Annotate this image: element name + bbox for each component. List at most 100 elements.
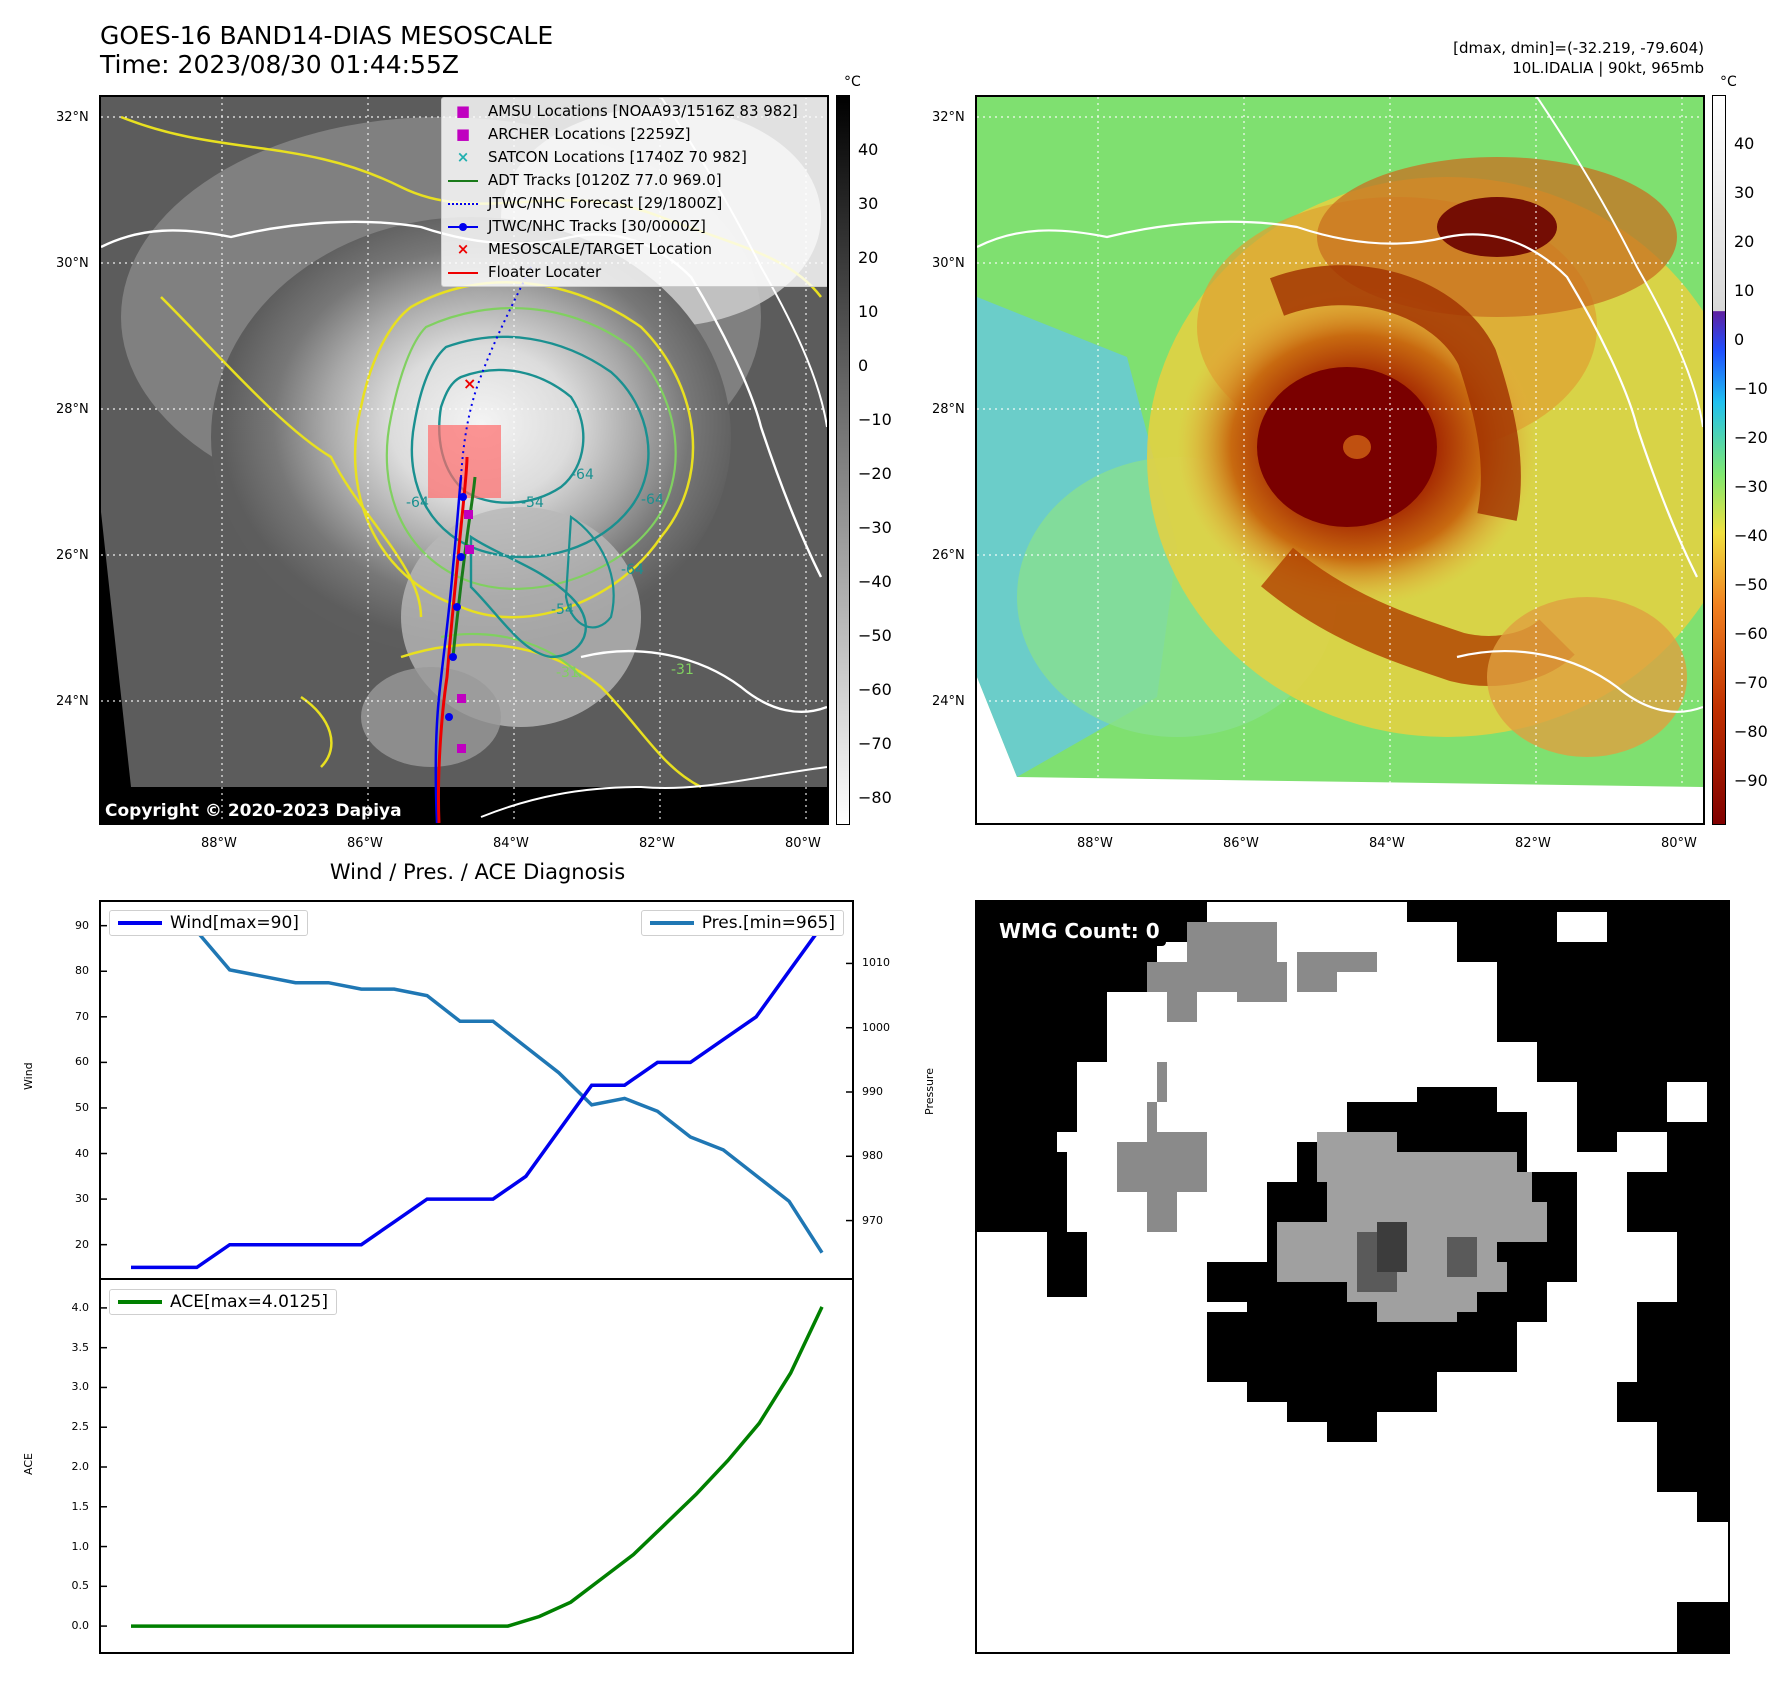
lat-tick-label: 28°N bbox=[932, 402, 965, 417]
line-icon bbox=[446, 169, 480, 192]
wind-tick-label: 90 bbox=[75, 918, 89, 932]
pressure-axis-label: Pressure bbox=[923, 1068, 936, 1115]
lat-tick-label: 26°N bbox=[56, 548, 89, 563]
wind-legend-line-icon bbox=[118, 921, 162, 925]
color-map-image bbox=[977, 97, 1703, 823]
legend-item: × SATCON Locations [1740Z 70 982] bbox=[446, 146, 826, 169]
pressure-legend: Pres.[min=965] bbox=[640, 910, 844, 936]
legend-item: ■ AMSU Locations [NOAA93/1516Z 83 982] bbox=[446, 100, 826, 123]
ace-tick-label: 1.5 bbox=[71, 1499, 90, 1513]
lon-tick-label: 88°W bbox=[1077, 836, 1113, 851]
lat-tick-label: 32°N bbox=[56, 110, 89, 125]
square-marker-icon: ■ bbox=[455, 125, 471, 143]
diagnosis-chart bbox=[101, 924, 852, 1628]
colorbar-tick: −50 bbox=[1734, 575, 1768, 594]
colorbar-tick: −60 bbox=[1734, 624, 1768, 643]
wmg-image bbox=[977, 902, 1728, 1652]
colorbar-tick: 40 bbox=[858, 140, 879, 159]
lat-tick-label: 30°N bbox=[56, 256, 89, 271]
lat-tick-label: 26°N bbox=[932, 548, 965, 563]
colorbar-tick: 30 bbox=[858, 194, 879, 213]
contour-label: -64 bbox=[571, 467, 594, 483]
ace-series-line bbox=[131, 1306, 824, 1628]
ace-tick-label: 2.0 bbox=[71, 1460, 90, 1473]
colorbar-tick: 20 bbox=[858, 248, 879, 267]
lon-tick-label: 82°W bbox=[639, 836, 675, 851]
storm-info-label: 10L.IDALIA | 90kt, 965mb bbox=[1512, 59, 1704, 77]
pressure-tick-label: 1000 bbox=[862, 1020, 890, 1034]
contour-label: -54 bbox=[551, 602, 574, 618]
legend-item: JTWC/NHC Forecast [29/1800Z] bbox=[446, 192, 826, 215]
contour-label: -31 bbox=[556, 665, 579, 681]
square-marker-icon: ■ bbox=[455, 102, 471, 120]
pressure-legend-line-icon bbox=[649, 921, 694, 925]
legend-item: × MESOSCALE/TARGET Location bbox=[446, 238, 826, 261]
pressure-series-line bbox=[131, 929, 824, 1254]
wind-tick-label: 50 bbox=[75, 1100, 89, 1114]
colorbar-tick: −90 bbox=[1734, 771, 1768, 790]
ir-map-panel: × -64 -64 -64 -54 -64 -54 -31 -31 ■ AMSU … bbox=[99, 95, 829, 825]
wind-legend: Wind[max=90] bbox=[109, 910, 308, 936]
colorbar-tick: −70 bbox=[858, 734, 892, 753]
lat-tick-label: 30°N bbox=[932, 256, 965, 271]
cross-marker-icon: × bbox=[456, 148, 470, 166]
pressure-tick-label: 980 bbox=[862, 1149, 883, 1163]
dotted-line-icon bbox=[446, 192, 480, 215]
colorbar-tick: 40 bbox=[1734, 134, 1755, 153]
ace-axis-label: ACE bbox=[22, 1453, 35, 1475]
colorbar-tick: 0 bbox=[858, 356, 869, 375]
colorbar-tick: −10 bbox=[858, 410, 892, 429]
line-dot-icon bbox=[446, 215, 480, 238]
ace-legend: ACE[max=4.0125] bbox=[109, 1289, 337, 1315]
ace-tick-label: 0.0 bbox=[71, 1619, 90, 1633]
wind-tick-label: 30 bbox=[75, 1192, 89, 1206]
lon-tick-label: 86°W bbox=[347, 836, 383, 851]
ace-tick-label: 3.5 bbox=[71, 1340, 90, 1354]
colorbar-tick: 10 bbox=[1734, 281, 1755, 300]
enhanced-colorbar bbox=[1712, 95, 1726, 825]
pressure-tick-label: 970 bbox=[862, 1213, 883, 1227]
color-map-panel bbox=[975, 95, 1705, 825]
wind-tick-label: 40 bbox=[75, 1146, 89, 1160]
wmg-panel: WMG Count: 0 bbox=[975, 900, 1730, 1654]
contour-label: -64 bbox=[621, 562, 644, 578]
ace-tick-label: 0.5 bbox=[71, 1579, 90, 1593]
colorbar-tick: −60 bbox=[858, 680, 892, 699]
ace-tick-label: 2.5 bbox=[71, 1420, 90, 1434]
grayscale-colorbar bbox=[836, 95, 850, 825]
ace-tick-label: 4.0 bbox=[71, 1300, 90, 1314]
colorbar-tick: −50 bbox=[858, 626, 892, 645]
svg-text:×: × bbox=[463, 374, 476, 393]
colorbar-tick: 0 bbox=[1734, 330, 1745, 349]
wind-axis-label: Wind bbox=[22, 1062, 35, 1090]
colorbar-tick: 30 bbox=[1734, 183, 1755, 202]
lat-tick-label: 32°N bbox=[932, 110, 965, 125]
copyright-text: Copyright © 2020-2023 Dapiya bbox=[105, 801, 402, 821]
lon-tick-label: 86°W bbox=[1223, 836, 1259, 851]
pressure-tick-label: 990 bbox=[862, 1085, 883, 1098]
wind-tick-label: 20 bbox=[75, 1237, 89, 1251]
map-legend: ■ AMSU Locations [NOAA93/1516Z 83 982] ■ A… bbox=[441, 97, 827, 287]
lat-tick-label: 24°N bbox=[56, 694, 89, 709]
colorbar-tick: −40 bbox=[1734, 526, 1768, 545]
colorbar-tick: −70 bbox=[1734, 673, 1768, 692]
lat-tick-label: 28°N bbox=[56, 402, 89, 417]
legend-item: ADT Tracks [0120Z 77.0 969.0] bbox=[446, 169, 826, 192]
legend-item: ■ ARCHER Locations [2259Z] bbox=[446, 123, 826, 146]
lon-tick-label: 84°W bbox=[493, 836, 529, 851]
contour-label: -64 bbox=[641, 492, 664, 508]
ace-legend-line-icon bbox=[118, 1300, 162, 1304]
contour-label: -64 bbox=[406, 495, 429, 511]
contour-label: -31 bbox=[671, 662, 694, 678]
wind-series-line bbox=[131, 924, 824, 1270]
colorbar-unit: °C bbox=[1720, 74, 1737, 90]
colorbar-tick: 10 bbox=[858, 302, 879, 321]
colorbar-tick: −20 bbox=[858, 464, 892, 483]
lon-tick-label: 80°W bbox=[785, 836, 821, 851]
colorbar-unit: °C bbox=[844, 74, 861, 90]
wind-tick-label: 80 bbox=[75, 964, 89, 978]
colorbar-tick: −20 bbox=[1734, 428, 1768, 447]
diagnosis-title: Wind / Pres. / ACE Diagnosis bbox=[329, 860, 626, 884]
colorbar-tick: −80 bbox=[1734, 722, 1768, 741]
wind-tick-label: 70 bbox=[75, 1009, 89, 1023]
